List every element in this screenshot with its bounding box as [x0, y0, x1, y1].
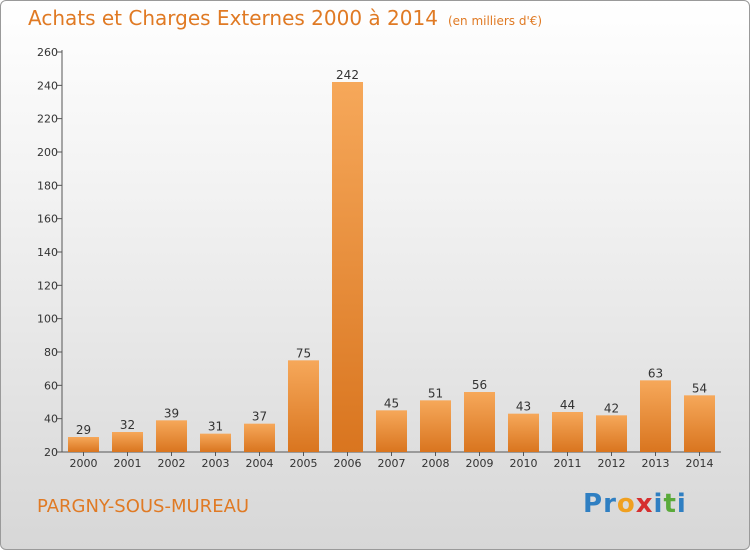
data-label: 44: [560, 398, 575, 412]
bar: [552, 412, 583, 452]
data-label: 75: [296, 346, 311, 360]
y-tick-label: 120: [37, 279, 58, 292]
data-label: 43: [516, 400, 531, 414]
bar: [156, 420, 187, 452]
y-tick-label: 200: [37, 146, 58, 159]
data-label: 39: [164, 406, 179, 420]
bar: [68, 437, 99, 452]
bar: [332, 82, 363, 452]
bar: [288, 360, 319, 452]
logo-letter: x: [635, 489, 654, 519]
y-tick-label: 260: [37, 46, 58, 59]
y-tick-label: 20: [44, 446, 58, 459]
x-tick-label: 2003: [202, 457, 230, 470]
data-label: 56: [472, 378, 487, 392]
x-tick-label: 2000: [70, 457, 98, 470]
data-label: 45: [384, 396, 399, 410]
bar: [640, 380, 671, 452]
y-tick-label: 100: [37, 313, 58, 326]
data-label: 32: [120, 418, 135, 432]
y-tick-label: 240: [37, 79, 58, 92]
data-label: 63: [648, 366, 663, 380]
bar: [684, 395, 715, 452]
x-tick-label: 2010: [510, 457, 538, 470]
y-tick-label: 40: [44, 413, 58, 426]
x-tick-label: 2008: [422, 457, 450, 470]
logo-letter: o: [616, 489, 636, 519]
y-tick-label: 80: [44, 346, 58, 359]
proxiti-logo: Proxiti: [583, 489, 687, 519]
x-tick-label: 2011: [554, 457, 582, 470]
x-tick-label: 2005: [290, 457, 318, 470]
x-tick-label: 2014: [686, 457, 714, 470]
bar: [376, 410, 407, 452]
logo-letter: t: [663, 489, 677, 519]
x-tick-label: 2006: [334, 457, 362, 470]
bar: [508, 413, 539, 452]
data-label: 51: [428, 386, 443, 400]
logo-letter: i: [676, 489, 687, 519]
x-tick-label: 2013: [642, 457, 670, 470]
x-tick-label: 2001: [114, 457, 142, 470]
x-tick-label: 2012: [598, 457, 626, 470]
y-tick-label: 60: [44, 379, 58, 392]
x-tick-label: 2004: [246, 457, 274, 470]
y-tick-label: 160: [37, 213, 58, 226]
logo-letter: r: [603, 489, 617, 519]
y-tick-label: 180: [37, 179, 58, 192]
y-tick-label: 140: [37, 246, 58, 259]
chart-title: Achats et Charges Externes 2000 à 2014 (e…: [28, 6, 542, 30]
bar: [420, 400, 451, 452]
chart-title-text: Achats et Charges Externes 2000 à 2014: [28, 6, 438, 30]
bar: [244, 423, 275, 452]
bar: [596, 415, 627, 452]
data-label: 42: [604, 401, 619, 415]
commune-name: PARGNY-SOUS-MUREAU: [37, 496, 250, 517]
data-label: 37: [252, 410, 267, 424]
logo-letter: P: [583, 489, 604, 519]
data-label: 31: [208, 420, 223, 434]
data-label: 54: [692, 381, 707, 395]
bar: [112, 432, 143, 452]
data-label: 242: [336, 68, 359, 82]
chart-unit: (en milliers d'€): [447, 14, 543, 28]
data-label: 29: [76, 423, 91, 437]
bar: [464, 392, 495, 452]
x-tick-label: 2007: [378, 457, 406, 470]
bar: [200, 433, 231, 452]
x-tick-label: 2002: [158, 457, 186, 470]
x-tick-label: 2009: [466, 457, 494, 470]
logo-letter: i: [653, 489, 664, 519]
y-tick-label: 220: [37, 113, 58, 126]
